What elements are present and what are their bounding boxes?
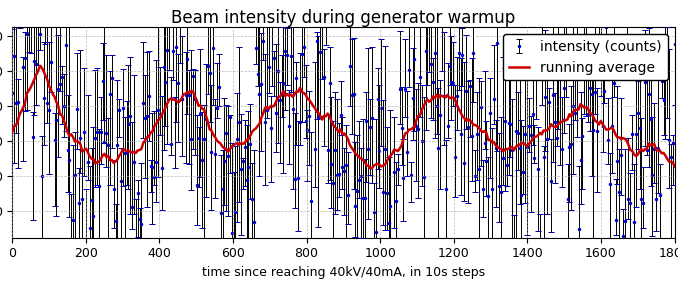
Title: Beam intensity during generator warmup: Beam intensity during generator warmup [172, 9, 515, 27]
running average [36, 64, 44, 67]
running average [300, 91, 308, 94]
running average [368, 167, 376, 170]
running average [8, 131, 16, 134]
Legend: intensity (counts), running average: intensity (counts), running average [503, 34, 668, 80]
Line: running average: running average [12, 66, 675, 168]
running average [91, 162, 99, 165]
running average [207, 129, 216, 132]
running average [241, 141, 249, 145]
running average [671, 165, 678, 168]
running average [230, 143, 238, 147]
X-axis label: time since reaching 40kV/40mA, in 10s steps: time since reaching 40kV/40mA, in 10s st… [202, 266, 485, 279]
running average [637, 147, 645, 151]
